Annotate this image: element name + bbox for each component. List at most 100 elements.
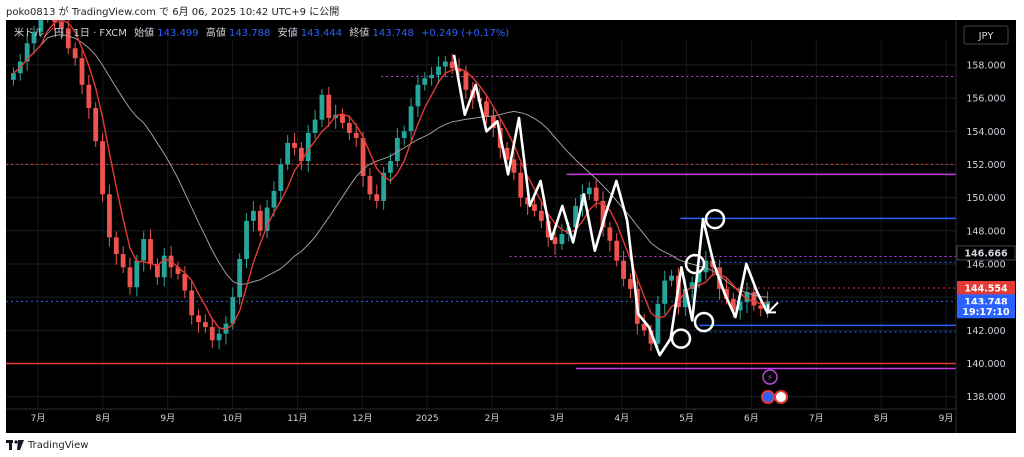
candle-body <box>189 290 195 316</box>
candle-body <box>381 172 387 201</box>
tradingview-footer[interactable]: TradingView <box>6 437 88 453</box>
candle-body <box>278 164 284 191</box>
candle-body <box>669 275 674 281</box>
legend-symbol: 米ドル／円 · 1日 · FXCM <box>14 26 127 39</box>
candle-body <box>319 94 325 120</box>
circle-markers[interactable] <box>670 208 726 349</box>
price-tick-label: 142.000 <box>966 326 1005 337</box>
candle-body <box>696 272 702 283</box>
candle-body <box>600 200 606 228</box>
candle-body <box>120 254 126 268</box>
event-icon <box>762 369 778 385</box>
candles <box>11 0 770 353</box>
candle-body <box>484 101 489 117</box>
time-tick-label: 10月 <box>222 413 242 424</box>
candle-body <box>216 333 222 341</box>
candle-body <box>401 131 407 138</box>
candle-body <box>388 161 393 173</box>
candle-body <box>196 315 201 323</box>
arrow-shaft <box>767 301 779 314</box>
time-tick-label: 4月 <box>614 413 629 424</box>
price-tag-label: 146.666 <box>964 248 1008 259</box>
zigzag-drawing[interactable] <box>452 54 770 357</box>
candle-body <box>237 259 243 298</box>
arrow-drawing[interactable] <box>767 301 779 314</box>
candle-body <box>257 210 263 231</box>
tradingview-logo-icon <box>6 440 24 450</box>
candle-body <box>552 237 558 245</box>
candle-body <box>737 302 743 311</box>
candle-body <box>374 194 380 201</box>
candle-body <box>230 297 236 324</box>
candle-body <box>730 298 736 311</box>
time-tick-label: 6月 <box>744 413 759 424</box>
candle-body <box>436 66 441 75</box>
time-tick-label: 3月 <box>549 413 564 424</box>
candle-body <box>724 288 729 299</box>
candle-body <box>490 116 496 128</box>
candle-body <box>463 71 469 90</box>
candle-body <box>593 187 599 201</box>
candle-body <box>285 142 291 165</box>
candle-body <box>415 84 421 107</box>
candle-body <box>346 122 352 133</box>
candle-body <box>107 194 112 238</box>
candle-body <box>504 147 510 160</box>
price-tick-label: 158.000 <box>966 60 1005 71</box>
candlestick-chart[interactable]: ⚡ 米ドル／円 · 1日 · FXCM 始値 143.499 高値 143.78… <box>6 0 1016 433</box>
candle-body <box>518 172 524 198</box>
time-tick-label: 12月 <box>352 413 372 424</box>
candle-body <box>31 31 37 44</box>
time-tick-label: 2月 <box>485 413 500 424</box>
candle-body <box>751 292 757 306</box>
candle-body <box>394 137 400 162</box>
price-tick-label: 152.000 <box>966 160 1005 171</box>
candle-body <box>621 260 626 279</box>
candle-body <box>449 61 455 69</box>
candle-body <box>79 58 85 85</box>
candle-body <box>648 330 654 344</box>
candle-body <box>559 234 565 245</box>
price-tag-label: 144.554 <box>964 283 1008 294</box>
candle-body <box>326 94 332 118</box>
candle-body <box>72 48 78 59</box>
price-tick-label: 150.000 <box>966 193 1005 204</box>
candle-body <box>353 132 359 138</box>
candle-body <box>93 108 99 142</box>
price-tag-label: 19:17:10 <box>962 307 1010 318</box>
lightning-icon: ⚡ <box>767 374 773 384</box>
candle-body <box>545 220 551 238</box>
candle-body <box>758 305 764 309</box>
candle-body <box>155 263 160 278</box>
candle-body <box>202 322 208 328</box>
candle-body <box>689 282 695 289</box>
candle-body <box>408 106 414 132</box>
candle-body <box>573 205 579 228</box>
chart-panel[interactable]: ⚡ 米ドル／円 · 1日 · FXCM 始値 143.499 高値 143.78… <box>6 0 1016 433</box>
circle-marker <box>684 253 706 275</box>
candle-body <box>141 239 147 261</box>
candle-body <box>244 220 249 259</box>
tradingview-brand: TradingView <box>28 439 89 451</box>
time-axis-labels[interactable]: 7月 8月 9月 10月 11月 12月 2025 2月 3月 4月 5月 6月 7月 8月 9月 <box>31 413 954 424</box>
legend-line: 米ドル／円 · 1日 · FXCM 始値 143.499 高値 143.788 … <box>14 26 509 39</box>
candle-body <box>429 74 435 79</box>
price-axis[interactable] <box>956 20 1016 433</box>
time-tick-label: 9月 <box>160 413 175 424</box>
candle-body <box>113 237 119 255</box>
candle-body <box>182 273 188 291</box>
event-markers[interactable]: ⚡ <box>761 369 788 404</box>
candle-body <box>127 267 133 288</box>
candle-body <box>209 327 215 341</box>
price-tick-label: 156.000 <box>966 94 1005 105</box>
currency-button[interactable] <box>963 25 1009 45</box>
candle-body <box>100 141 105 195</box>
candle-body <box>175 267 181 274</box>
candle-body <box>65 28 71 49</box>
jp-flag-icon <box>774 390 788 404</box>
time-tick-label: 5月 <box>679 413 694 424</box>
candle-body <box>298 147 304 162</box>
candle-body <box>456 68 462 72</box>
currency-button-label: JPY <box>978 31 995 42</box>
candle-body <box>703 260 709 273</box>
